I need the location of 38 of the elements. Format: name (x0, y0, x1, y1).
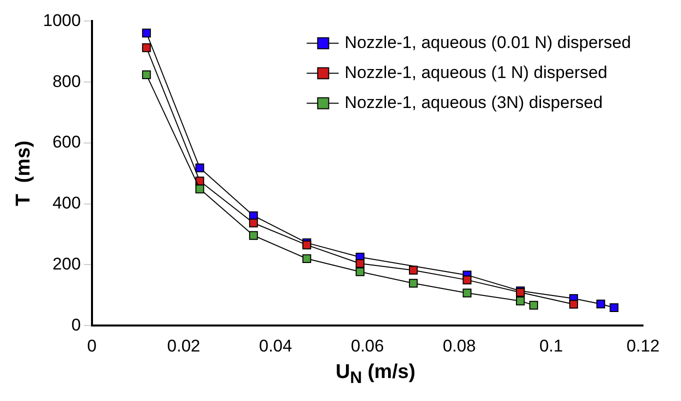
legend-label: Nozzle-1, aqueous (1 N) dispersed (344, 62, 608, 82)
x-tick-label: 0.04 (259, 336, 292, 356)
x-tick-label: 0.06 (350, 336, 384, 356)
x-tick-label: 0 (87, 336, 97, 356)
point (529, 300, 538, 310)
point (569, 300, 578, 309)
y-axis-title: T (ms) (12, 140, 35, 206)
x-tick-label: 0.1 (539, 336, 563, 356)
point (596, 300, 606, 308)
point (356, 259, 364, 268)
point (610, 303, 618, 312)
point (462, 276, 472, 284)
point (356, 267, 364, 276)
point (142, 70, 151, 80)
point (142, 43, 151, 52)
point (516, 296, 525, 306)
x-tick-label: 0.02 (167, 336, 200, 356)
x-axis-title: U$_{N}$ (m/s) (334, 360, 416, 389)
y-tick-label: 400 (52, 194, 81, 213)
legend-label: Nozzle-1, aqueous (3N) dispersed (344, 92, 603, 112)
point (302, 240, 312, 250)
y-tick-label: 200 (52, 254, 81, 274)
x-tick-label: 0.08 (442, 336, 476, 356)
point (462, 288, 472, 298)
point (249, 218, 258, 228)
x-tick-label: 0.12 (626, 336, 660, 356)
point (195, 164, 204, 172)
legend-label: Nozzle-1, aqueous (0.01 N) dispersed (344, 32, 632, 52)
point (195, 184, 204, 194)
point (249, 231, 258, 240)
y-tick-label: 1000 (42, 10, 81, 30)
point (408, 278, 418, 288)
y-tick-label: 600 (52, 132, 81, 152)
y-tick-label: 800 (52, 72, 81, 91)
point (142, 28, 151, 38)
point (302, 254, 312, 264)
y-tick-label: 0 (71, 315, 81, 334)
point (408, 266, 418, 275)
